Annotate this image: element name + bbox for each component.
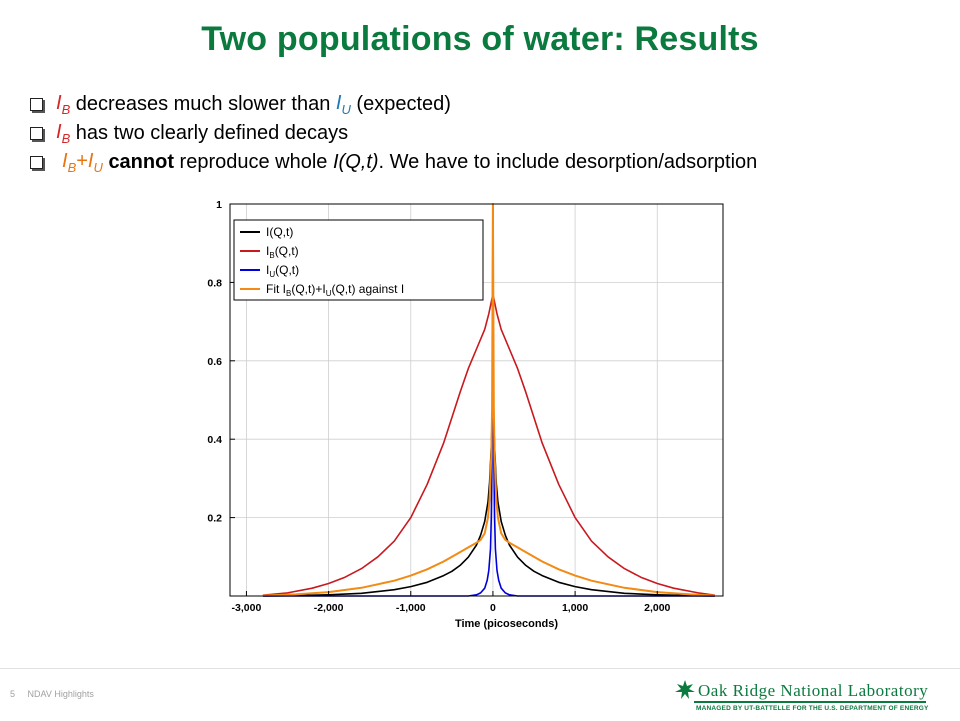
bullet-text: . We have to include desorption/adsorpti… [378, 151, 758, 173]
y-tick-label: 0.4 [207, 434, 222, 446]
y-tick-label: 1 [216, 199, 222, 211]
legend-label-i: I(Q,t) [266, 225, 293, 239]
bullet-text: (expected) [350, 93, 451, 115]
legend-label-iu: IU(Q,t) [266, 263, 299, 279]
leaf-icon [675, 680, 695, 699]
chart-legend: I(Q,t) IB(Q,t) IU(Q,t) Fit IB(Q,t)+IU(Q,… [233, 219, 484, 301]
symbol-iu: IU [335, 92, 351, 117]
x-tick-label: 1,000 [562, 602, 588, 614]
checkbox-bullet-icon [30, 98, 43, 111]
x-tick-label: -3,000 [232, 602, 262, 614]
bullet-item: IB decreases much slower than IU (expect… [30, 90, 940, 119]
bullet-item: IB+IU cannot reproduce whole I(Q,t) . We… [30, 148, 940, 177]
x-tick-label: 0 [490, 602, 496, 614]
legend-label-ib: IB(Q,t) [266, 244, 299, 260]
logo-name: Oak Ridge National Laboratory [698, 681, 929, 700]
bullet-text: has two clearly defined decays [70, 122, 349, 144]
plot-frame [229, 203, 724, 597]
x-tick-label: -2,000 [314, 602, 344, 614]
ornl-logo: Oak Ridge National Laboratory MANAGED BY… [672, 679, 952, 719]
bullet-text: reproduce whole [174, 151, 333, 173]
bold-text: cannot [108, 151, 174, 173]
symbol-ib-plus-iu: IB+IU [62, 150, 103, 175]
slide-title: Two populations of water: Results [201, 20, 759, 58]
y-tick-label: 0.8 [207, 277, 222, 289]
bullet-text: decreases much slower than [70, 93, 336, 115]
x-axis-label: Time (picoseconds) [455, 618, 558, 630]
slide-footer: 5 NDAV Highlights Oak Ridge National Lab… [0, 668, 960, 721]
symbol-ib: IB [56, 121, 71, 146]
decay-chart: -3,000 -2,000 -1,000 0 1,000 2,000 0.2 0.4 0.6 0.… [207, 199, 724, 630]
series-ib-line [262, 293, 715, 596]
legend-label-fit: Fit IB(Q,t)+IU(Q,t) against I [266, 282, 404, 298]
x-tick-label: -1,000 [396, 602, 426, 614]
footer-text: 5 NDAV Highlights [10, 689, 104, 699]
y-tick-label: 0.2 [207, 513, 222, 525]
bullet-list: IB decreases much slower than IU (expect… [30, 90, 940, 177]
bullet-item: IB has two clearly defined decays [30, 119, 940, 148]
function-label: I(Q,t) [332, 151, 379, 173]
logo-rule [694, 701, 926, 703]
y-tick-label: 0.6 [207, 356, 222, 368]
x-tick-label: 2,000 [644, 602, 670, 614]
footer-title: NDAV Highlights [27, 689, 94, 699]
symbol-ib: IB [56, 92, 71, 117]
page-number: 5 [10, 689, 16, 699]
checkbox-bullet-icon [30, 127, 43, 140]
checkbox-bullet-icon [30, 156, 43, 169]
logo-tagline: MANAGED BY UT-BATTELLE FOR THE U.S. DEPA… [696, 705, 929, 712]
